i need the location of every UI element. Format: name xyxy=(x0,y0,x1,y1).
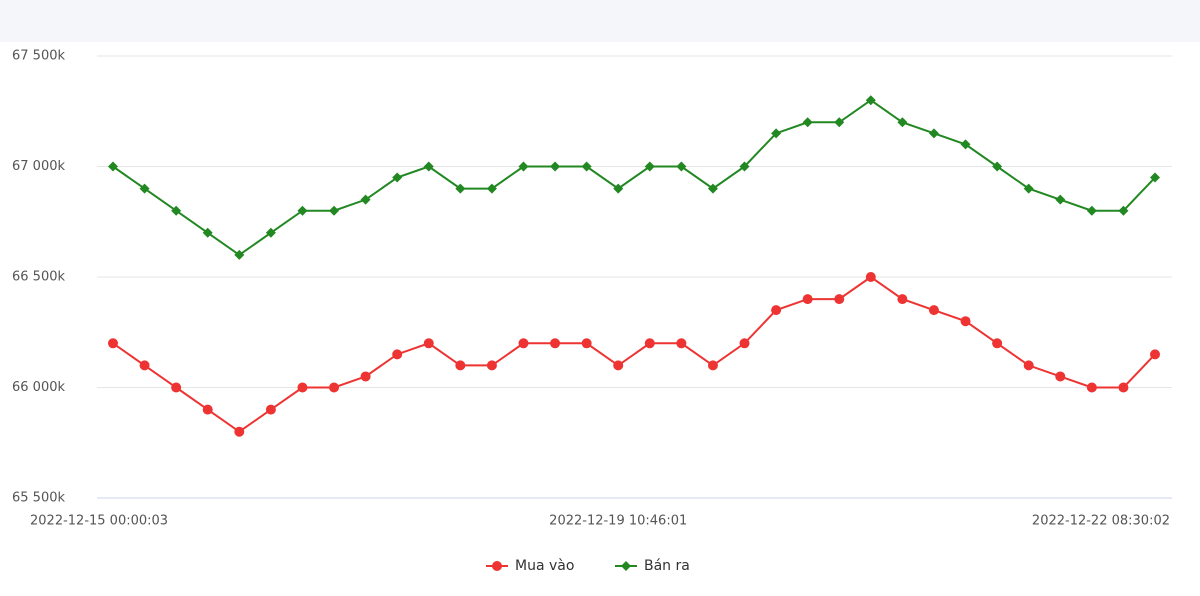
data-point xyxy=(423,338,434,349)
data-point xyxy=(486,360,497,371)
data-point xyxy=(360,194,371,205)
data-point xyxy=(202,404,213,415)
data-point xyxy=(644,338,655,349)
legend-marker xyxy=(492,561,502,571)
x-tick-label: 2022-12-15 00:00:03 xyxy=(30,514,168,529)
data-point xyxy=(455,183,466,194)
data-point xyxy=(928,128,939,139)
y-tick-label: 66 500k xyxy=(12,270,65,285)
data-point xyxy=(960,316,971,327)
data-point xyxy=(581,161,592,172)
data-point xyxy=(139,183,150,194)
data-point xyxy=(739,338,750,349)
data-point xyxy=(1023,183,1034,194)
data-point xyxy=(802,294,813,305)
data-point xyxy=(707,183,718,194)
data-point xyxy=(550,338,561,349)
data-point xyxy=(928,305,939,316)
data-point xyxy=(234,249,245,260)
data-point xyxy=(108,161,118,172)
data-point xyxy=(392,349,403,360)
series-line xyxy=(112,98,1156,257)
series-line xyxy=(112,275,1156,433)
data-point xyxy=(1023,360,1034,371)
data-point xyxy=(676,161,687,172)
data-point xyxy=(265,404,276,415)
legend-label: Mua vào xyxy=(515,558,574,574)
data-point xyxy=(834,294,845,305)
data-point xyxy=(897,117,908,128)
data-point xyxy=(139,360,150,371)
data-point xyxy=(960,139,971,150)
data-point xyxy=(1118,382,1129,393)
data-point xyxy=(518,338,529,349)
data-point xyxy=(613,183,624,194)
data-point xyxy=(171,205,182,216)
legend-label: Bán ra xyxy=(644,558,690,574)
x-tick-label: 2022-12-22 08:30:02 xyxy=(1032,514,1170,529)
data-point xyxy=(1055,194,1066,205)
data-point xyxy=(392,172,403,183)
data-point xyxy=(865,95,876,106)
data-point xyxy=(234,426,245,437)
y-tick-label: 66 000k xyxy=(12,380,65,395)
data-point xyxy=(1086,205,1097,216)
data-point xyxy=(676,338,687,349)
y-tick-label: 67 000k xyxy=(12,159,65,174)
data-point xyxy=(707,360,718,371)
y-tick-label: 67 500k xyxy=(12,49,65,64)
data-point xyxy=(771,305,782,316)
data-point xyxy=(1086,382,1097,393)
data-point xyxy=(455,360,466,371)
data-point xyxy=(992,338,1003,349)
data-point xyxy=(423,161,434,172)
data-point xyxy=(265,227,276,238)
data-point xyxy=(739,161,750,172)
data-point xyxy=(297,205,308,216)
data-point xyxy=(771,128,782,139)
data-point xyxy=(550,161,561,172)
data-point xyxy=(1150,349,1160,360)
x-tick-label: 2022-12-19 10:46:01 xyxy=(549,514,687,529)
data-point xyxy=(171,382,182,393)
data-point xyxy=(108,338,118,349)
data-point xyxy=(865,272,876,282)
data-point xyxy=(486,183,497,194)
y-tick-label: 65 500k xyxy=(12,491,65,506)
data-point xyxy=(1055,371,1066,382)
data-point xyxy=(329,205,340,216)
data-point xyxy=(802,117,813,128)
data-point xyxy=(613,360,624,371)
data-point xyxy=(834,117,845,128)
data-point xyxy=(644,161,655,172)
data-point xyxy=(202,227,213,238)
data-point xyxy=(992,161,1003,172)
data-point xyxy=(518,161,529,172)
data-point xyxy=(1150,172,1160,183)
data-point xyxy=(1118,205,1129,216)
data-point xyxy=(581,338,592,349)
top-band xyxy=(0,0,1200,42)
legend-marker xyxy=(621,561,631,571)
data-point xyxy=(329,382,340,393)
data-point xyxy=(297,382,308,393)
data-point xyxy=(360,371,371,382)
data-point xyxy=(897,294,908,305)
